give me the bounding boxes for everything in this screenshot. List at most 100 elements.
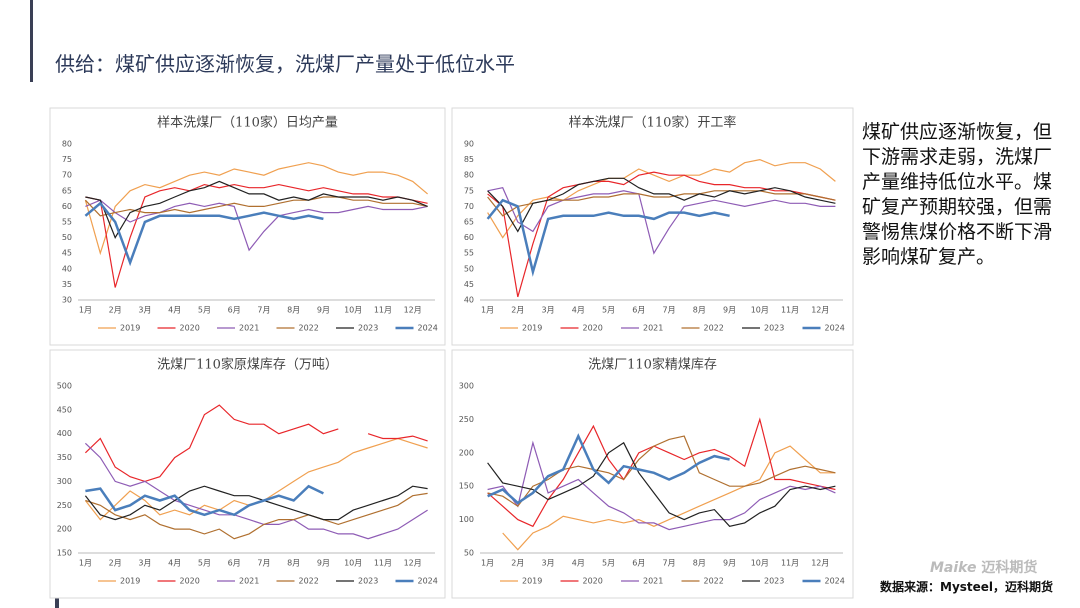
x-tick-label: 5月 <box>602 306 615 315</box>
y-tick-label: 70 <box>464 202 474 211</box>
x-tick-label: 12月 <box>404 306 422 315</box>
legend-label: 2020 <box>583 324 603 333</box>
source: 数据来源：Mysteel，迈科期货 <box>880 580 1054 594</box>
x-tick-label: 11月 <box>374 559 392 568</box>
x-tick-label: 3月 <box>542 306 555 315</box>
legend-label: 2024 <box>418 577 438 586</box>
series-line <box>85 183 428 288</box>
y-tick-label: 350 <box>57 453 72 462</box>
legend-label: 2022 <box>299 577 319 586</box>
y-tick-label: 100 <box>459 515 474 524</box>
y-tick-label: 300 <box>57 477 72 486</box>
legend-label: 2021 <box>239 324 259 333</box>
y-tick-label: 80 <box>62 140 72 149</box>
legend-label: 2021 <box>239 577 259 586</box>
y-tick-label: 250 <box>57 501 72 510</box>
chart-title: 样本洗煤厂（110家）开工率 <box>569 115 737 131</box>
x-tick-label: 10月 <box>751 306 769 315</box>
logo-name: 迈科期货 <box>981 560 1038 576</box>
y-tick-label: 150 <box>57 549 72 558</box>
chart-title: 洗煤厂110家精煤库存 <box>588 357 717 373</box>
y-tick-label: 50 <box>62 233 72 242</box>
x-tick-label: 10月 <box>344 559 362 568</box>
x-tick-label: 6月 <box>632 559 645 568</box>
accent-bar <box>30 0 33 82</box>
series-line <box>85 180 428 239</box>
legend-label: 2019 <box>120 324 140 333</box>
x-tick-label: 5月 <box>198 559 211 568</box>
x-tick-label: 3月 <box>138 306 151 315</box>
logo: Maike 迈科期货 <box>930 557 1037 577</box>
x-tick-label: 10月 <box>344 306 362 315</box>
x-tick-label: 12月 <box>811 559 829 568</box>
x-tick-label: 5月 <box>198 306 211 315</box>
legend-label: 2024 <box>418 324 438 333</box>
series-line <box>84 442 428 540</box>
x-tick-label: 12月 <box>811 306 829 315</box>
y-tick-label: 85 <box>464 155 474 164</box>
series-line <box>85 484 324 517</box>
series-line <box>84 162 428 256</box>
y-tick-label: 70 <box>62 171 72 180</box>
y-tick-label: 450 <box>57 405 72 414</box>
series-line <box>487 177 836 233</box>
y-tick-label: 90 <box>464 140 474 149</box>
y-tick-label: 400 <box>57 429 72 438</box>
x-tick-label: 7月 <box>663 559 676 568</box>
legend-label: 2024 <box>825 577 845 586</box>
x-tick-label: 1月 <box>79 306 92 315</box>
y-tick-label: 30 <box>62 296 72 305</box>
x-tick-label: 2月 <box>109 559 122 568</box>
chart-title: 洗煤厂110家原煤库存（万吨） <box>157 357 338 373</box>
y-tick-label: 200 <box>57 525 72 534</box>
y-tick-label: 60 <box>62 202 72 211</box>
x-tick-label: 3月 <box>542 559 555 568</box>
legend-label: 2023 <box>764 577 784 586</box>
series-line <box>84 404 428 483</box>
x-tick-label: 9月 <box>723 559 736 568</box>
x-tick-label: 7月 <box>257 559 270 568</box>
x-tick-label: 4月 <box>572 306 585 315</box>
legend-label: 2019 <box>522 324 542 333</box>
legend-label: 2022 <box>299 324 319 333</box>
x-tick-label: 7月 <box>663 306 676 315</box>
legend-label: 2021 <box>643 324 663 333</box>
slide-title: 供给：煤矿供应逐渐恢复，洗煤厂产量处于低位水平 <box>55 52 515 76</box>
y-tick-label: 75 <box>62 155 72 164</box>
y-tick-label: 55 <box>62 218 72 227</box>
x-tick-label: 2月 <box>109 306 122 315</box>
series-line <box>502 445 836 551</box>
legend-label: 2022 <box>704 577 724 586</box>
x-tick-label: 8月 <box>693 559 706 568</box>
series-line <box>487 435 836 508</box>
summary: 煤矿供应逐渐恢复，但下游需求走弱，洗煤厂产量维持低位水平。煤矿复产预期较强，但需… <box>862 121 1053 268</box>
series-line <box>487 417 836 528</box>
legend-label: 2023 <box>358 324 378 333</box>
panel <box>451 107 854 346</box>
legend-label: 2019 <box>522 577 542 586</box>
x-tick-label: 5月 <box>602 559 615 568</box>
y-tick-label: 75 <box>464 186 474 195</box>
y-tick-label: 50 <box>464 549 474 558</box>
y-tick-label: 40 <box>464 296 474 305</box>
series-line <box>487 187 836 255</box>
series-line <box>487 190 836 217</box>
legend-label: 2021 <box>643 577 663 586</box>
y-tick-label: 300 <box>459 382 474 391</box>
y-tick-label: 250 <box>459 415 474 424</box>
panel <box>49 349 446 599</box>
x-tick-label: 6月 <box>228 306 241 315</box>
series-line <box>486 198 730 277</box>
panel <box>49 107 446 346</box>
series-line <box>85 199 428 252</box>
series-line <box>84 485 428 521</box>
series-line <box>84 196 428 217</box>
x-tick-label: 6月 <box>228 559 241 568</box>
legend-label: 2024 <box>825 324 845 333</box>
x-tick-label: 4月 <box>572 559 585 568</box>
series-line <box>487 433 730 505</box>
x-tick-label: 10月 <box>751 559 769 568</box>
x-tick-label: 8月 <box>693 306 706 315</box>
y-tick-label: 60 <box>464 233 474 242</box>
